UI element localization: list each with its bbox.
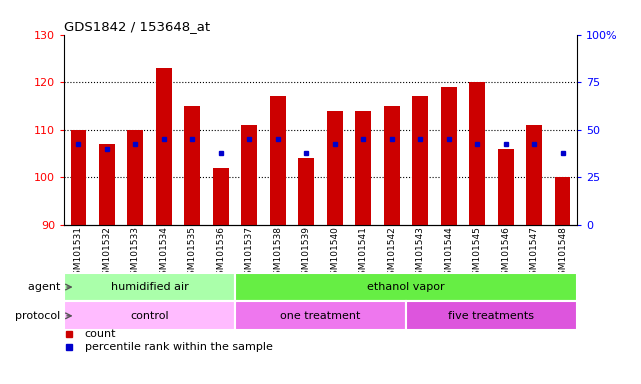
Bar: [99, 144, 115, 225]
Text: GDS1842 / 153648_at: GDS1842 / 153648_at: [64, 20, 210, 33]
Bar: [156, 68, 172, 225]
Text: ethanol vapor: ethanol vapor: [367, 282, 445, 292]
Bar: [406, 301, 577, 330]
Bar: [355, 111, 371, 225]
Bar: [270, 96, 286, 225]
Bar: [327, 111, 342, 225]
Bar: [185, 106, 200, 225]
Bar: [213, 167, 229, 225]
Bar: [71, 130, 86, 225]
Text: protocol: protocol: [15, 311, 64, 321]
Bar: [498, 149, 513, 225]
Text: one treatment: one treatment: [280, 311, 361, 321]
Bar: [299, 158, 314, 225]
Bar: [469, 82, 485, 225]
Text: percentile rank within the sample: percentile rank within the sample: [85, 343, 272, 353]
Text: humidified air: humidified air: [111, 282, 188, 292]
Text: count: count: [85, 329, 116, 339]
Bar: [555, 177, 570, 225]
Text: control: control: [130, 311, 169, 321]
Bar: [64, 273, 235, 301]
Bar: [235, 273, 577, 301]
Bar: [242, 125, 257, 225]
Text: five treatments: five treatments: [449, 311, 535, 321]
Bar: [441, 87, 456, 225]
Bar: [384, 106, 399, 225]
Bar: [526, 125, 542, 225]
Bar: [128, 130, 143, 225]
Text: agent: agent: [28, 282, 64, 292]
Bar: [64, 301, 235, 330]
Bar: [412, 96, 428, 225]
Bar: [235, 301, 406, 330]
